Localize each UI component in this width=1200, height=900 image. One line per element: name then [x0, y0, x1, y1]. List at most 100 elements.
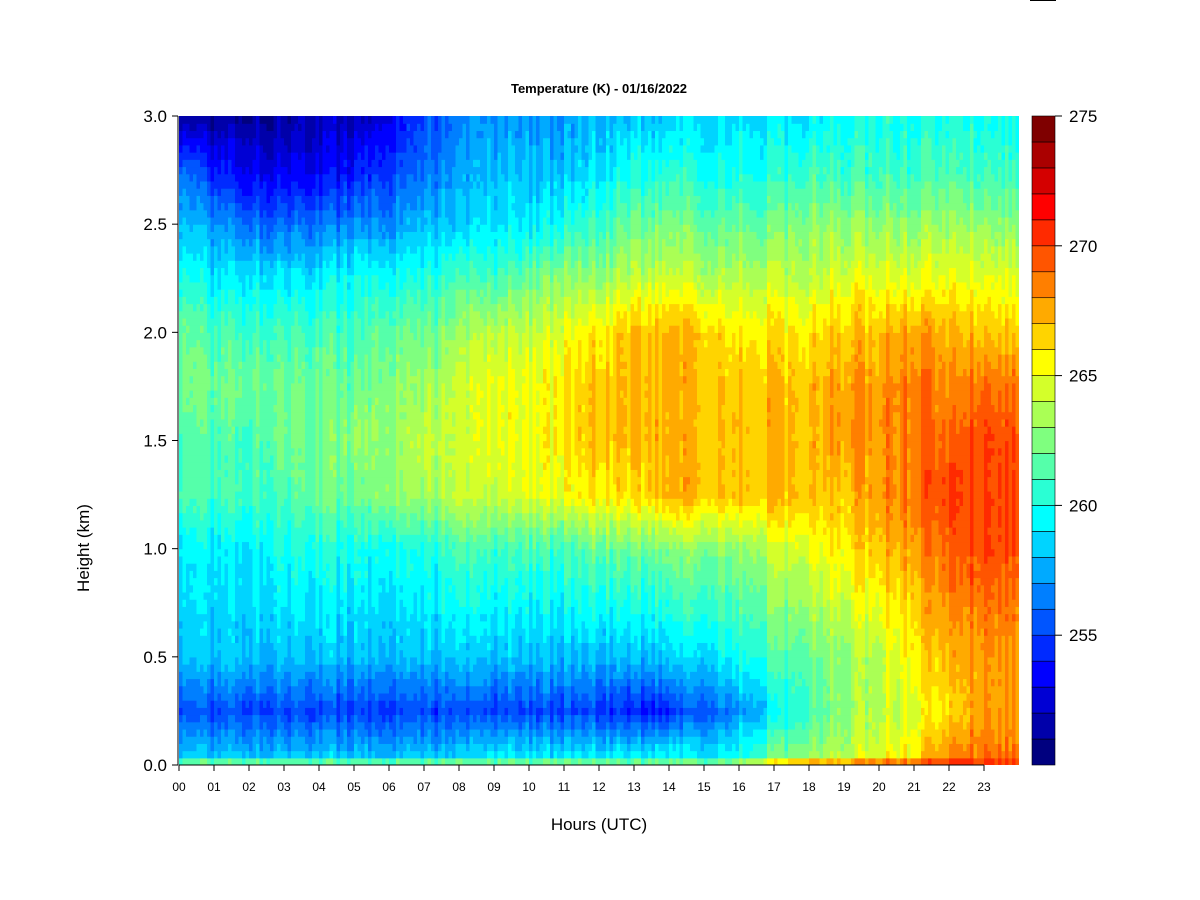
heatmap-cell	[225, 325, 229, 333]
heatmap-cell	[235, 491, 239, 499]
heatmap-cell	[207, 116, 211, 124]
heatmap-cell	[183, 621, 187, 629]
heatmap-cell	[214, 491, 218, 499]
heatmap-cell	[246, 664, 250, 672]
heatmap-cell	[242, 152, 246, 160]
heatmap-cell	[225, 448, 229, 456]
heatmap-cell	[253, 203, 257, 211]
heatmap-cell	[239, 354, 243, 362]
heatmap-cell	[228, 383, 232, 391]
heatmap-cell	[228, 390, 232, 398]
heatmap-cell	[228, 376, 232, 384]
heatmap-cell	[235, 592, 239, 600]
heatmap-cell	[204, 325, 208, 333]
heatmap-cell	[179, 606, 183, 614]
heatmap-cell	[193, 174, 197, 182]
heatmap-cell	[197, 455, 201, 463]
heatmap-cell	[214, 130, 218, 138]
heatmap-cell	[190, 354, 194, 362]
heatmap-cell	[246, 404, 250, 412]
heatmap-cell	[239, 592, 243, 600]
heatmap-cell	[246, 311, 250, 319]
heatmap-cell	[214, 217, 218, 225]
heatmap-cell	[214, 152, 218, 160]
heatmap-cell	[179, 368, 183, 376]
heatmap-cell	[204, 527, 208, 535]
heatmap-cell	[225, 477, 229, 485]
heatmap-cell	[218, 116, 222, 124]
heatmap-cell	[246, 642, 250, 650]
heatmap-cell	[204, 289, 208, 297]
heatmap-cell	[249, 678, 253, 686]
heatmap-cell	[207, 282, 211, 290]
heatmap-cell	[249, 145, 253, 153]
heatmap-cell	[256, 758, 260, 766]
heatmap-cell	[183, 729, 187, 737]
heatmap-cell	[207, 758, 211, 766]
heatmap-cell	[225, 484, 229, 492]
heatmap-cell	[200, 253, 204, 261]
heatmap-cell	[218, 210, 222, 218]
heatmap-cell	[228, 332, 232, 340]
heatmap-cell	[253, 390, 257, 398]
heatmap-cell	[253, 678, 257, 686]
heatmap-cell	[218, 527, 222, 535]
heatmap-cell	[246, 282, 250, 290]
heatmap-cell	[228, 267, 232, 275]
heatmap-cell	[235, 267, 239, 275]
heatmap-cell	[179, 181, 183, 189]
heatmap-cell	[249, 570, 253, 578]
heatmap-cell	[204, 585, 208, 593]
heatmap-cell	[207, 621, 211, 629]
heatmap-cell	[183, 606, 187, 614]
heatmap-cell	[218, 203, 222, 211]
heatmap-cell	[232, 181, 236, 189]
heatmap-cell	[186, 614, 190, 622]
heatmap-cell	[207, 541, 211, 549]
heatmap-cell	[183, 657, 187, 665]
heatmap-cell	[253, 614, 257, 622]
heatmap-cell	[211, 671, 215, 679]
heatmap-cell	[200, 448, 204, 456]
heatmap-cell	[190, 404, 194, 412]
heatmap-cell	[193, 462, 197, 470]
heatmap-cell	[253, 585, 257, 593]
heatmap-cell	[225, 397, 229, 405]
heatmap-cell	[197, 621, 201, 629]
heatmap-cell	[221, 441, 225, 449]
heatmap-cell	[186, 224, 190, 232]
heatmap-cell	[253, 505, 257, 513]
heatmap-cell	[179, 419, 183, 427]
heatmap-cell	[235, 340, 239, 348]
heatmap-cell	[179, 383, 183, 391]
heatmap-cell	[211, 426, 215, 434]
heatmap-cell	[204, 282, 208, 290]
heatmap-cell	[211, 152, 215, 160]
heatmap-cell	[225, 426, 229, 434]
heatmap-cell	[242, 715, 246, 723]
heatmap-cell	[183, 448, 187, 456]
heatmap-cell	[235, 599, 239, 607]
heatmap-cell	[190, 736, 194, 744]
heatmap-cell	[204, 455, 208, 463]
heatmap-cell	[190, 455, 194, 463]
heatmap-cell	[218, 361, 222, 369]
heatmap-cell	[183, 635, 187, 643]
heatmap-cell	[221, 758, 225, 766]
heatmap-cell	[207, 715, 211, 723]
heatmap-cell	[228, 513, 232, 521]
heatmap-cell	[197, 426, 201, 434]
heatmap-cell	[249, 650, 253, 658]
heatmap-cell	[200, 729, 204, 737]
heatmap-cell	[239, 549, 243, 557]
heatmap-cell	[179, 592, 183, 600]
heatmap-cell	[253, 642, 257, 650]
heatmap-cell	[200, 513, 204, 521]
heatmap-cell	[218, 513, 222, 521]
heatmap-cell	[200, 210, 204, 218]
heatmap-cell	[218, 275, 222, 283]
heatmap-cell	[214, 368, 218, 376]
heatmap-cell	[249, 743, 253, 751]
heatmap-cell	[179, 614, 183, 622]
heatmap-cell	[197, 678, 201, 686]
